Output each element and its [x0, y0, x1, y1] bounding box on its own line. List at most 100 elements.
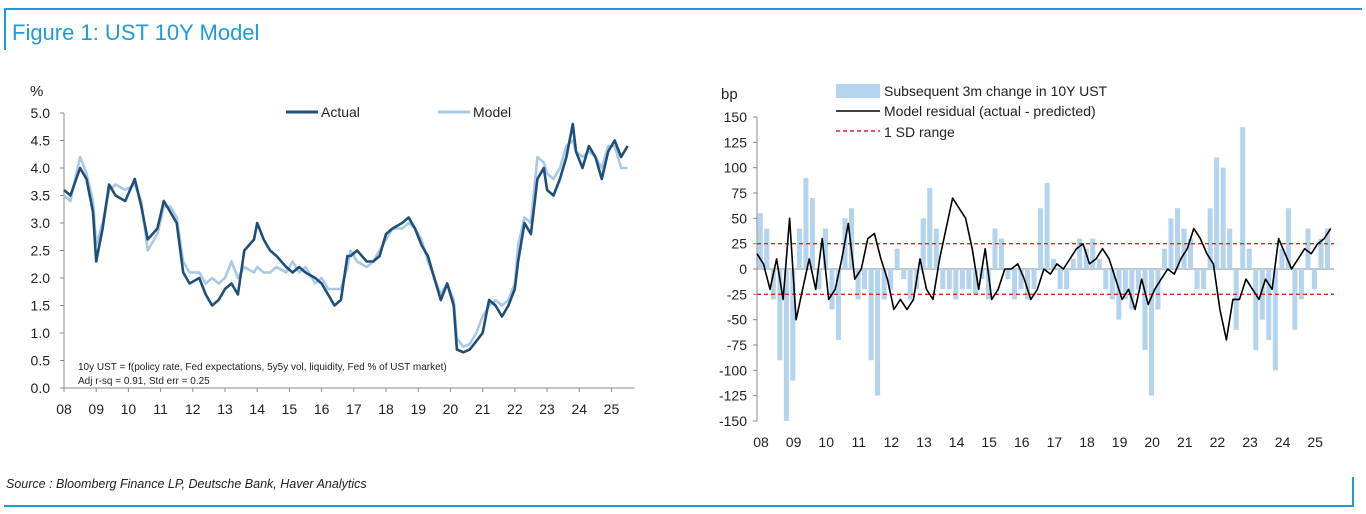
right-legend: Subsequent 3m change in 10Y UST Model re…	[836, 83, 1108, 140]
left-x-tick-label: 12	[185, 401, 201, 417]
legend-label-bars: Subsequent 3m change in 10Y UST	[884, 83, 1108, 99]
right-x-tick-label: 09	[786, 434, 802, 450]
legend-label-sd: 1 SD range	[884, 124, 955, 140]
right-x-tick-label: 11	[852, 434, 867, 450]
change-bar	[920, 218, 926, 269]
change-bar	[1051, 258, 1057, 269]
figure-title: Figure 1: UST 10Y Model	[12, 20, 260, 45]
left-x-tick-label: 19	[410, 401, 426, 417]
change-bar	[1207, 208, 1213, 269]
change-bar	[907, 269, 913, 300]
left-x-tick-label: 15	[282, 401, 298, 417]
change-bar	[1038, 208, 1044, 269]
right-bars	[757, 127, 1330, 421]
left-y-unit: %	[30, 83, 43, 100]
right-y-tick-label: -125	[719, 388, 747, 404]
change-bar	[959, 269, 965, 290]
right-y-tick-label: -75	[727, 337, 747, 353]
change-bar	[1181, 228, 1187, 269]
change-bar	[888, 269, 894, 290]
right-x-tick-label: 21	[1177, 434, 1193, 450]
left-y-tick-label: 3.5	[31, 188, 51, 204]
change-bar	[770, 269, 776, 300]
left-x-tick-label: 11	[153, 401, 168, 417]
right-x-tick-label: 14	[949, 434, 965, 450]
left-y-tick-label: 1.0	[31, 325, 51, 341]
change-bar	[809, 198, 815, 269]
change-bar	[1272, 269, 1278, 371]
right-x-tick-label: 15	[981, 434, 997, 450]
change-bar	[1214, 157, 1220, 269]
change-bar	[1194, 269, 1200, 290]
change-bar	[1253, 269, 1259, 351]
residual-series-line	[756, 197, 1332, 341]
change-bar	[1148, 269, 1154, 396]
left-x-tick-label: 09	[88, 401, 104, 417]
right-x-tick-label: 22	[1210, 434, 1226, 450]
left-chart: % 5.0 4.5 4.0 3.5 3.0 2.5 2.0 1.5 1.0 0.5 0.0 08 09 1…	[30, 83, 634, 417]
change-bar	[933, 228, 939, 269]
change-bar	[1266, 269, 1272, 340]
change-bar	[829, 269, 835, 310]
change-bar	[816, 269, 822, 290]
source-note: Source : Bloomberg Finance LP, Deutsche …	[6, 477, 367, 491]
change-bar	[894, 248, 900, 269]
change-bar	[835, 269, 841, 340]
right-residual-line	[756, 197, 1332, 341]
change-bar	[862, 269, 868, 290]
left-x-tick-label: 16	[314, 401, 330, 417]
change-bar	[1012, 269, 1018, 300]
left-y-tick-label: 4.5	[31, 133, 51, 149]
change-bar	[1018, 269, 1024, 290]
right-x-tick-label: 23	[1242, 434, 1258, 450]
change-bar	[875, 269, 881, 396]
model-note-line1: 10y UST = f(policy rate, Fed expectation…	[78, 362, 447, 373]
change-bar	[985, 269, 991, 300]
change-bar	[972, 269, 978, 295]
change-bar	[842, 218, 848, 269]
change-bar	[1070, 258, 1076, 269]
right-x-tick-label: 08	[753, 434, 769, 450]
change-bar	[1246, 248, 1252, 269]
change-bar	[777, 269, 783, 361]
change-bar	[1116, 269, 1122, 320]
change-bar	[1044, 182, 1050, 269]
right-y-tick-label: 100	[724, 160, 748, 176]
change-bar	[803, 177, 809, 269]
left-x-tick-label: 23	[539, 401, 555, 417]
change-bar	[1259, 269, 1265, 320]
change-bar	[979, 269, 985, 280]
change-bar	[1155, 269, 1161, 310]
change-bar	[881, 269, 887, 300]
change-bar	[1064, 269, 1070, 290]
change-bar	[1311, 269, 1317, 290]
left-y-tick-label: 4.0	[31, 160, 51, 176]
change-bar	[822, 228, 828, 269]
right-y-tick-label: -50	[727, 312, 747, 328]
figure-top-rule	[4, 8, 1362, 10]
legend-label-residual: Model residual (actual - predicted)	[884, 103, 1096, 119]
right-x-tick-label: 25	[1307, 434, 1323, 450]
legend-label-model: Model	[473, 104, 511, 120]
change-bar	[1227, 228, 1233, 269]
actual-series-line	[63, 122, 629, 354]
left-x-tick-label: 14	[249, 401, 265, 417]
left-series	[63, 122, 629, 354]
change-bar	[1057, 269, 1063, 290]
change-bar	[1077, 238, 1083, 269]
change-bar	[1005, 269, 1011, 280]
right-x-tick-label: 18	[1079, 434, 1095, 450]
change-bar	[1292, 269, 1298, 330]
change-bar	[1285, 208, 1291, 269]
figure-bottom-rule	[4, 505, 1354, 507]
left-y-tick-label: 0.5	[31, 353, 51, 369]
change-bar	[868, 269, 874, 361]
right-x-tick-label: 16	[1014, 434, 1030, 450]
change-bar	[992, 228, 998, 269]
change-bar	[1233, 269, 1239, 330]
change-bar	[1201, 269, 1207, 290]
change-bar	[1090, 238, 1096, 269]
left-y-tick-label: 1.5	[31, 298, 51, 314]
left-x-tick-label: 13	[217, 401, 233, 417]
right-x-tick-label: 13	[916, 434, 932, 450]
